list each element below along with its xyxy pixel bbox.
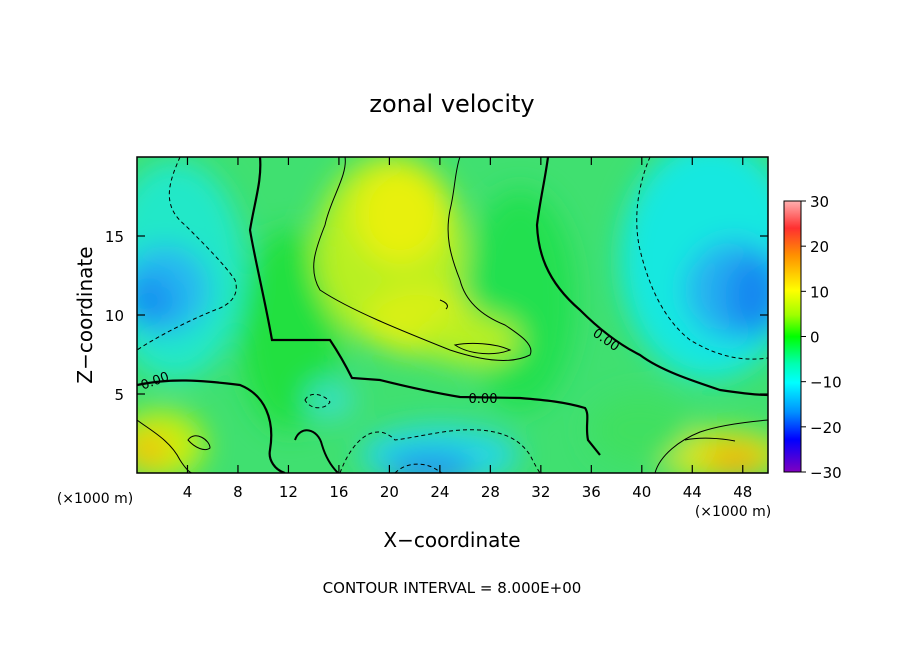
x-tick-label: 40	[632, 483, 651, 501]
x-tick-label: 24	[430, 483, 449, 501]
colorbar-tick-label: 30	[810, 193, 829, 211]
z-tick-label: 15	[105, 228, 124, 246]
chart-title: zonal velocity	[369, 90, 534, 118]
contour-interval-note: CONTOUR INTERVAL = 8.000E+00	[323, 579, 582, 597]
x-unit-left: (×1000 m)	[57, 491, 133, 507]
colorbar-tick-label: 10	[810, 283, 829, 301]
colorbar-tick-label: 0	[810, 329, 820, 347]
heatmap-field	[137, 157, 768, 473]
x-tick-label: 44	[683, 483, 702, 501]
x-tick-label: 4	[183, 483, 193, 501]
colorbar	[783, 200, 802, 473]
y-axis-label: Z−coordinate	[73, 246, 97, 383]
contour-lines	[137, 157, 768, 473]
x-tick-label: 36	[582, 483, 601, 501]
colorbar-tick-label: 20	[810, 238, 829, 256]
x-tick-label: 48	[733, 483, 752, 501]
colorbar-tick-label: −20	[810, 419, 842, 437]
z-axis: 5 10 15	[105, 228, 768, 404]
colorbar-ticks: 30 20 10 0 −10 −20 −30	[801, 193, 842, 482]
z-tick-label: 10	[105, 307, 124, 325]
colorbar-tick-label: −10	[810, 374, 842, 392]
contour-label: 0.00	[469, 392, 498, 407]
z-tick-label: 5	[114, 386, 124, 404]
x-tick-label: 12	[279, 483, 298, 501]
x-axis: 4 8 12 16 20 24 28 32 36 40 44 48	[183, 157, 752, 501]
colorbar-tick-label: −30	[810, 464, 842, 482]
x-tick-label: 28	[481, 483, 500, 501]
x-unit-right: (×1000 m)	[695, 504, 771, 520]
x-tick-label: 16	[329, 483, 348, 501]
x-tick-label: 20	[380, 483, 399, 501]
x-tick-label: 8	[233, 483, 243, 501]
x-axis-label: X−coordinate	[383, 528, 520, 552]
x-tick-label: 32	[531, 483, 550, 501]
